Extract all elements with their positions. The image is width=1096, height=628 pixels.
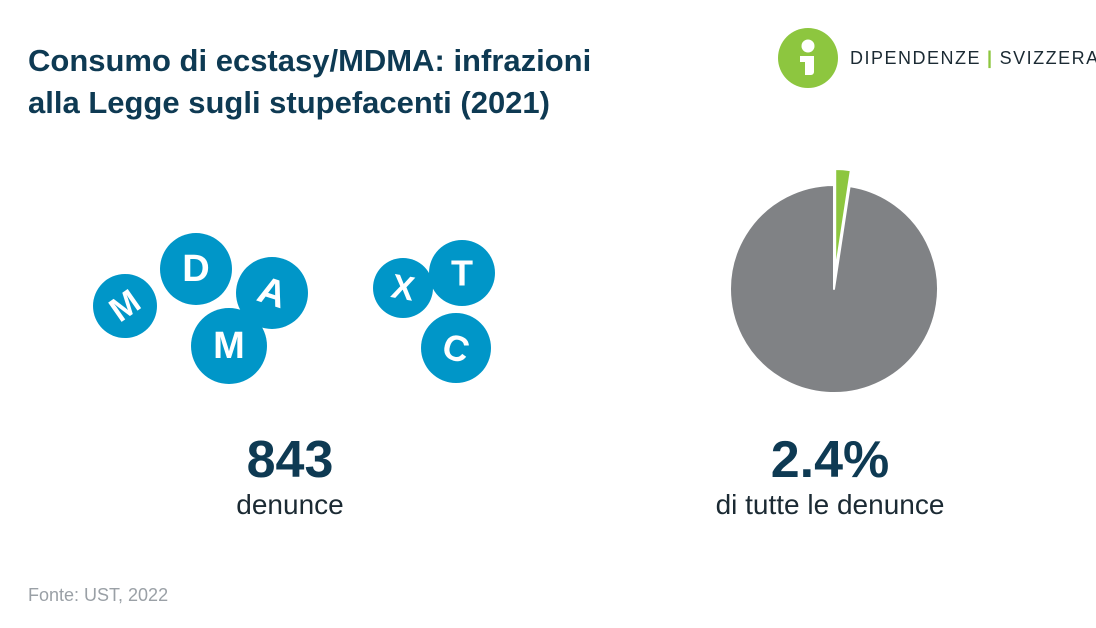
- chart-title: Consumo di ecstasy/MDMA: infrazioni alla…: [28, 40, 708, 124]
- logo-text-right: SVIZZERA: [999, 48, 1096, 68]
- pill-letter: D: [182, 248, 209, 290]
- pill-letter: T: [451, 253, 473, 294]
- count-label: denunce: [236, 489, 344, 520]
- pie-chart: [729, 168, 939, 394]
- title-line-2: alla Legge sugli stupefacenti (2021): [28, 85, 550, 120]
- pill-circle: [421, 313, 491, 383]
- source-note: Fonte: UST, 2022: [28, 585, 169, 605]
- pill-circle: [429, 240, 495, 306]
- title-line-1: Consumo di ecstasy/MDMA: infrazioni: [28, 43, 592, 78]
- pill-5: X: [373, 258, 433, 318]
- pill-circle: [160, 233, 232, 305]
- pill-6: T: [429, 240, 495, 306]
- share-value: 2.4%: [770, 431, 890, 489]
- pill-letter: M: [213, 325, 245, 367]
- pill-2: D: [160, 233, 232, 305]
- logo-wordmark: DIPENDENZE | SVIZZERA: [850, 48, 1096, 69]
- count-value: 843: [246, 431, 334, 489]
- pie-slice-2: [729, 184, 939, 394]
- share-label: di tutte le denunce: [715, 489, 945, 520]
- pill-circle: [191, 308, 267, 384]
- pill-circle: [373, 258, 433, 318]
- pill-circle: [93, 274, 157, 338]
- pill-1: M: [93, 274, 157, 338]
- dipendenze-svizzera-logo: DIPENDENZE | SVIZZERA: [776, 26, 1096, 90]
- logo-text-left: DIPENDENZE: [850, 48, 982, 68]
- pill-4: M: [191, 308, 267, 384]
- pill-3: A: [236, 257, 308, 329]
- pill-circle: [236, 257, 308, 329]
- logo-separator: |: [987, 48, 994, 68]
- count-stat: 843 denunce: [160, 432, 420, 522]
- pill-illustration: MD AMX TC: [93, 233, 495, 384]
- share-stat: 2.4% di tutte le denunce: [660, 432, 1000, 522]
- pie-slice-1: [834, 168, 852, 275]
- info-person-icon: [778, 28, 838, 88]
- pill-7: C: [421, 313, 491, 383]
